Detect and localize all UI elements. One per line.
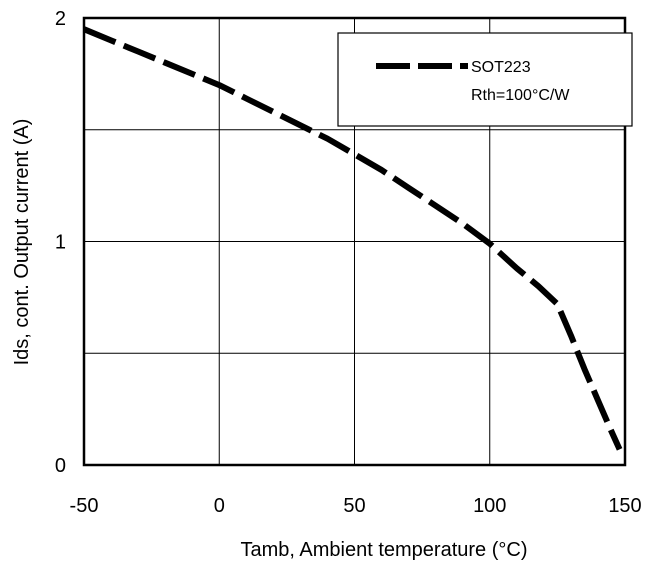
y-tick-label: 2: [55, 8, 66, 30]
y-tick-label: 1: [55, 232, 66, 254]
y-tick-label: 0: [55, 455, 66, 477]
legend: SOT223 Rth=100°C/W: [337, 32, 633, 127]
legend-label-rth: Rth=100°C/W: [471, 87, 570, 104]
x-tick-labels: -50 0 50 100 150: [70, 495, 642, 517]
x-axis-label: Tamb, Ambient temperature (°C): [241, 539, 528, 561]
x-tick-label: -50: [70, 495, 99, 517]
x-tick-label: 150: [608, 495, 641, 517]
series-layer: [82, 26, 623, 451]
x-tick-label: 0: [214, 495, 225, 517]
series-line-sot223: [82, 26, 623, 451]
x-tick-label: 100: [473, 495, 506, 517]
y-axis-label: Ids, cont. Output current (A): [11, 119, 33, 366]
legend-box: [337, 32, 633, 127]
y-tick-labels: 0 1 2: [55, 8, 66, 477]
plot-frame: [82, 16, 627, 467]
x-tick-label: 50: [343, 495, 365, 517]
legend-label-series: SOT223: [471, 59, 531, 76]
